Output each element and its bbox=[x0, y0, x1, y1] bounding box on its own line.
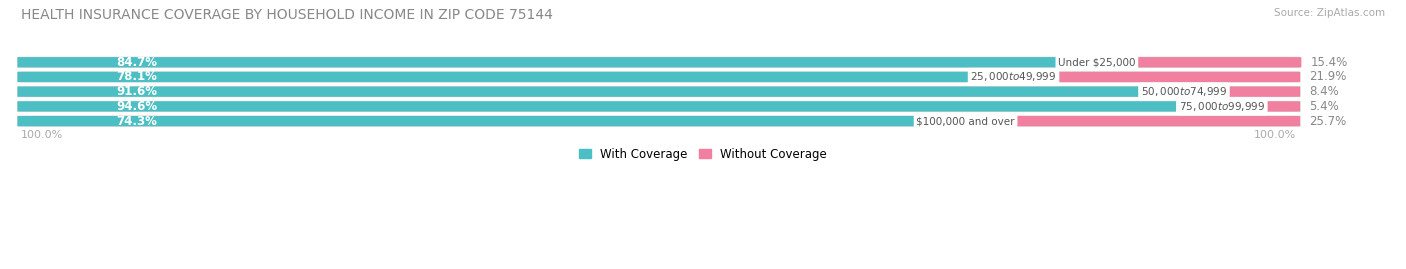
FancyBboxPatch shape bbox=[1212, 101, 1301, 112]
FancyBboxPatch shape bbox=[17, 57, 1301, 67]
FancyBboxPatch shape bbox=[1087, 57, 1302, 67]
Text: 78.1%: 78.1% bbox=[115, 70, 157, 83]
FancyBboxPatch shape bbox=[17, 116, 1301, 126]
Text: $75,000 to $99,999: $75,000 to $99,999 bbox=[1178, 100, 1265, 113]
Text: 100.0%: 100.0% bbox=[1254, 130, 1296, 140]
Text: Under $25,000: Under $25,000 bbox=[1059, 57, 1136, 67]
FancyBboxPatch shape bbox=[17, 116, 976, 126]
FancyBboxPatch shape bbox=[17, 87, 1301, 97]
FancyBboxPatch shape bbox=[1004, 72, 1301, 82]
Text: 74.3%: 74.3% bbox=[115, 115, 157, 128]
FancyBboxPatch shape bbox=[17, 87, 1194, 97]
Text: 5.4%: 5.4% bbox=[1309, 100, 1339, 113]
FancyBboxPatch shape bbox=[17, 72, 1024, 82]
FancyBboxPatch shape bbox=[1174, 87, 1301, 97]
Text: $50,000 to $74,999: $50,000 to $74,999 bbox=[1140, 85, 1227, 98]
Text: 15.4%: 15.4% bbox=[1310, 56, 1347, 69]
Text: HEALTH INSURANCE COVERAGE BY HOUSEHOLD INCOME IN ZIP CODE 75144: HEALTH INSURANCE COVERAGE BY HOUSEHOLD I… bbox=[21, 8, 553, 22]
FancyBboxPatch shape bbox=[17, 72, 1301, 82]
FancyBboxPatch shape bbox=[17, 101, 1232, 112]
Text: 84.7%: 84.7% bbox=[115, 56, 157, 69]
FancyBboxPatch shape bbox=[956, 116, 1301, 126]
Legend: With Coverage, Without Coverage: With Coverage, Without Coverage bbox=[574, 143, 832, 165]
Text: 8.4%: 8.4% bbox=[1309, 85, 1339, 98]
Text: 25.7%: 25.7% bbox=[1309, 115, 1346, 128]
Text: 21.9%: 21.9% bbox=[1309, 70, 1347, 83]
Text: $25,000 to $49,999: $25,000 to $49,999 bbox=[970, 70, 1057, 83]
Text: 100.0%: 100.0% bbox=[21, 130, 63, 140]
Text: $100,000 and over: $100,000 and over bbox=[917, 116, 1015, 126]
Text: 91.6%: 91.6% bbox=[115, 85, 157, 98]
Text: Source: ZipAtlas.com: Source: ZipAtlas.com bbox=[1274, 8, 1385, 18]
FancyBboxPatch shape bbox=[17, 101, 1301, 112]
FancyBboxPatch shape bbox=[17, 57, 1107, 67]
Text: 94.6%: 94.6% bbox=[115, 100, 157, 113]
